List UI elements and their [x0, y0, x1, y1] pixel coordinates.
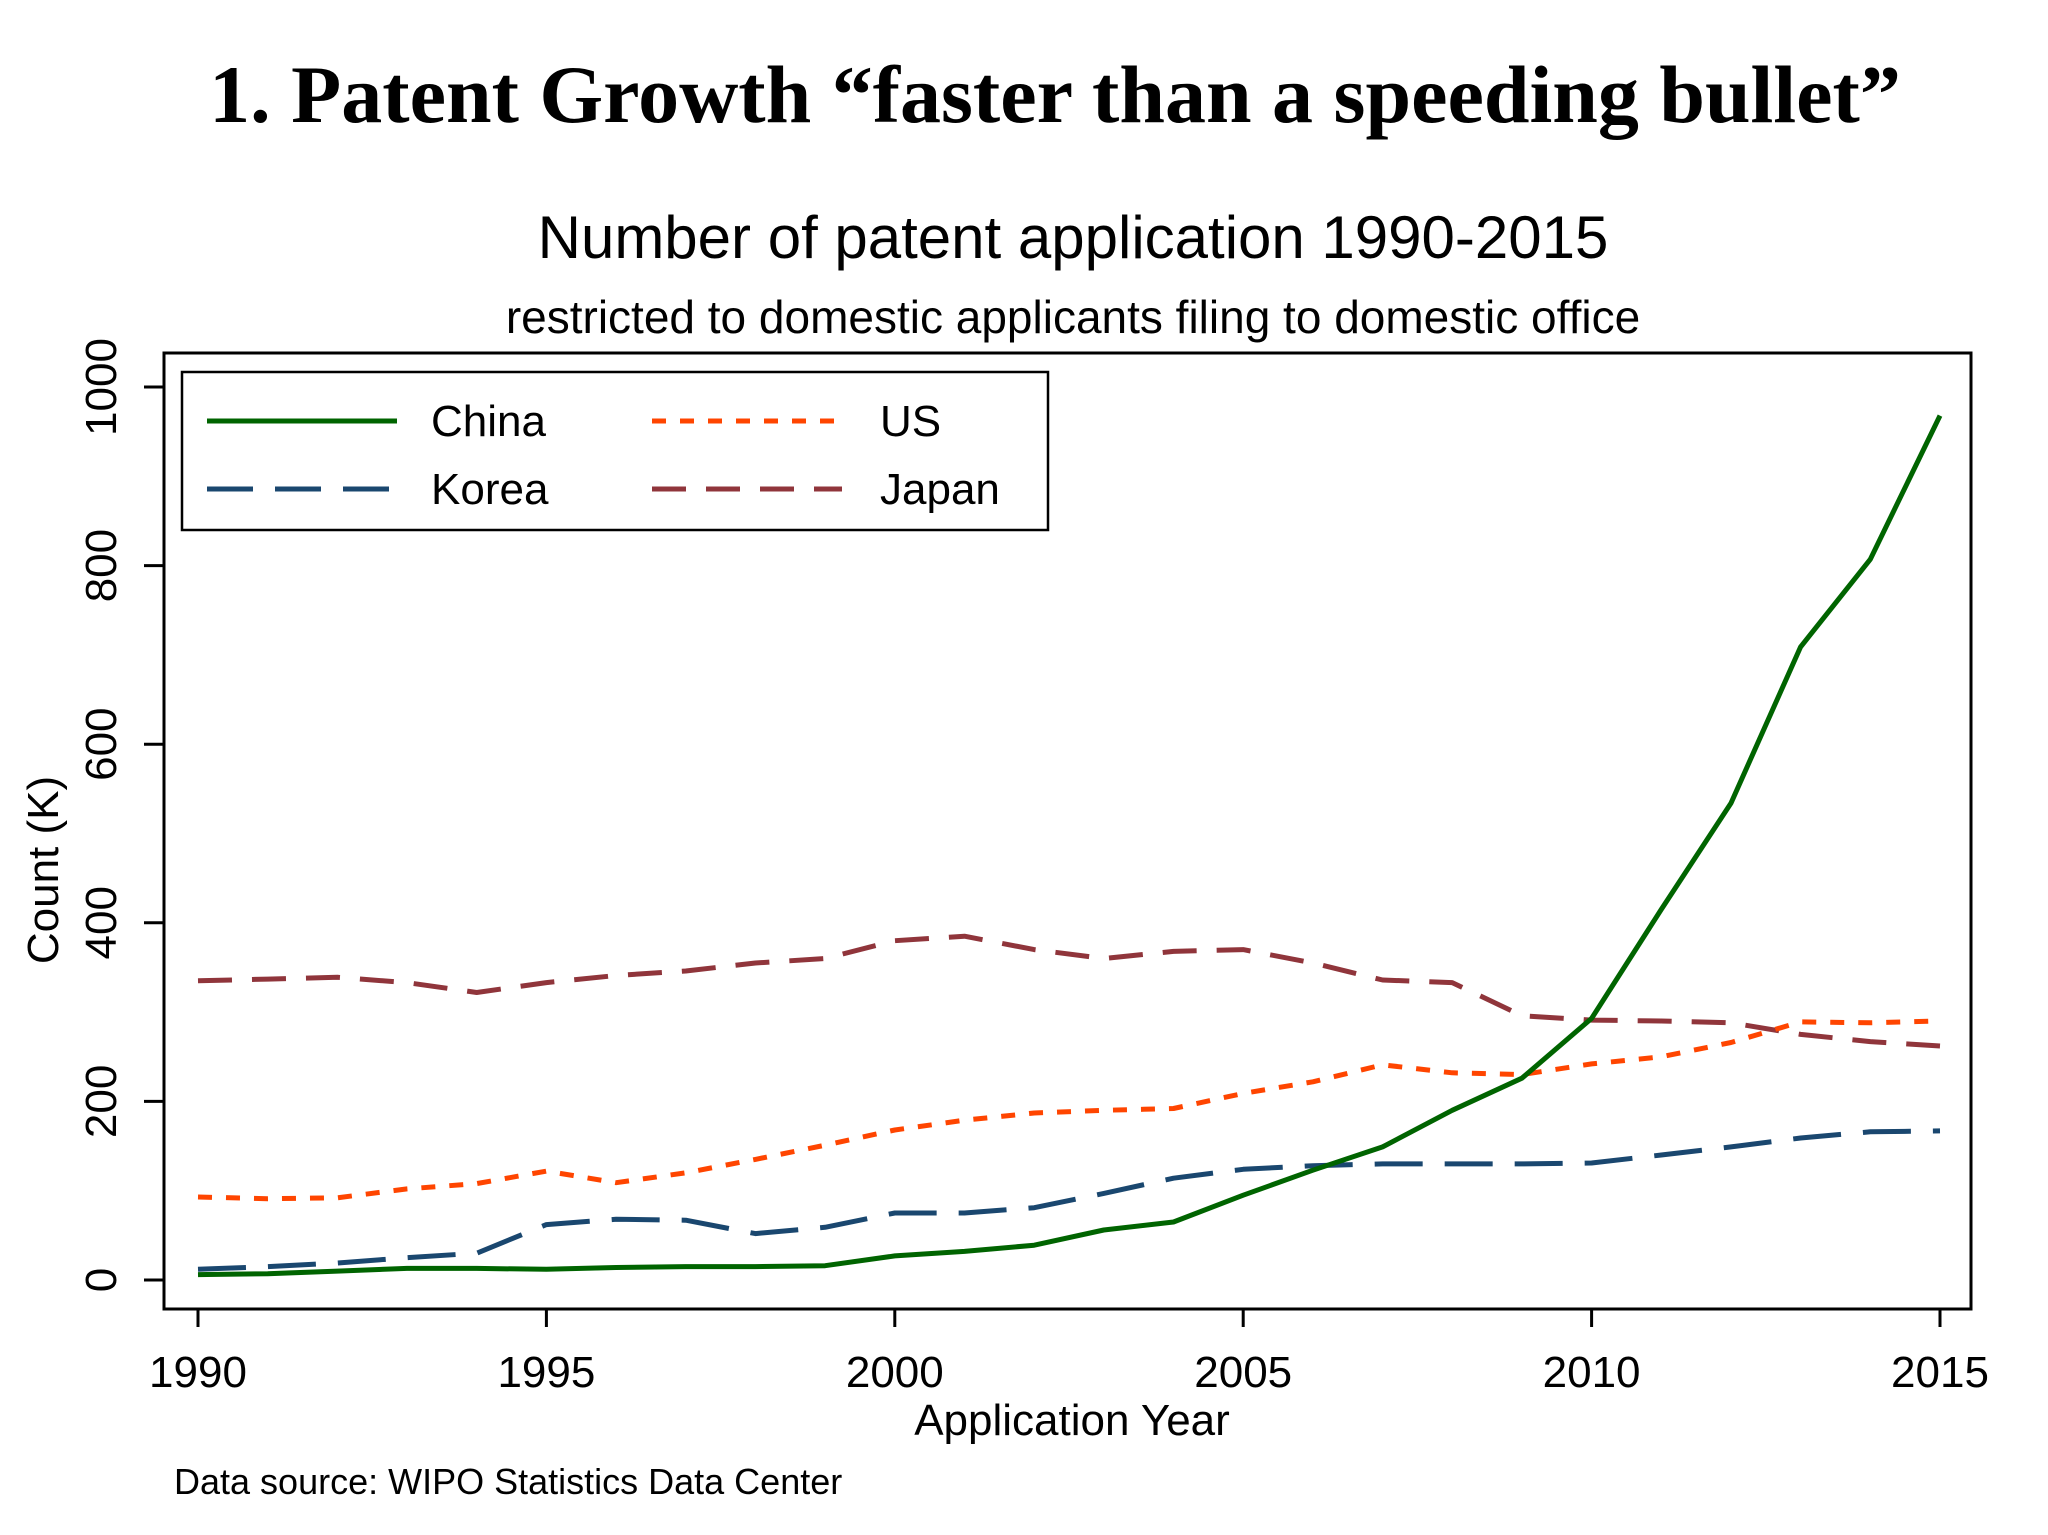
y-tick-label: 0 [77, 1268, 126, 1292]
data-source-note: Data source: WIPO Statistics Data Center [174, 1461, 842, 1502]
x-tick-label: 1990 [149, 1348, 247, 1397]
x-axis-title: Application Year [914, 1396, 1230, 1445]
legend-label: Korea [431, 465, 549, 514]
x-axis: 1990 1995 2000 2005 2010 2015 [149, 1309, 1989, 1397]
legend-item-korea: Korea [207, 465, 549, 514]
legend-item-us: US [652, 397, 941, 446]
y-tick-label: 800 [77, 529, 126, 602]
chart-subtitle: restricted to domestic applicants filing… [506, 291, 1640, 343]
y-tick-label: 200 [77, 1065, 126, 1138]
series-line-us [197, 1018, 1941, 1202]
legend-label: US [880, 397, 941, 446]
chart-title: Number of patent application 1990-2015 [538, 204, 1609, 271]
legend-item-japan: Japan [652, 465, 1000, 514]
legend-item-china: China [207, 397, 546, 446]
legend: China US Korea Japan [180, 370, 1050, 532]
x-tick-label: 2015 [1891, 1348, 1989, 1397]
y-tick-label: 400 [77, 886, 126, 959]
y-tick-label: 1000 [77, 338, 126, 436]
y-tick-label: 600 [77, 707, 126, 780]
series-line-china [197, 414, 1943, 1278]
x-tick-label: 2000 [846, 1348, 944, 1397]
y-axis: 0 200 400 600 800 1000 [77, 338, 164, 1292]
x-tick-label: 1995 [497, 1348, 595, 1397]
legend-label: Japan [880, 465, 1000, 514]
series-line-korea [197, 1128, 1941, 1272]
series-line-japan [197, 933, 1941, 1049]
slide-title: 1. Patent Growth “faster than a speeding… [209, 49, 1901, 140]
legend-box [180, 370, 1050, 532]
y-axis-title: Count (K) [19, 776, 68, 964]
legend-label: China [431, 397, 546, 446]
x-tick-label: 2005 [1194, 1348, 1292, 1397]
series-lines [197, 414, 1943, 1278]
x-tick-label: 2010 [1543, 1348, 1641, 1397]
